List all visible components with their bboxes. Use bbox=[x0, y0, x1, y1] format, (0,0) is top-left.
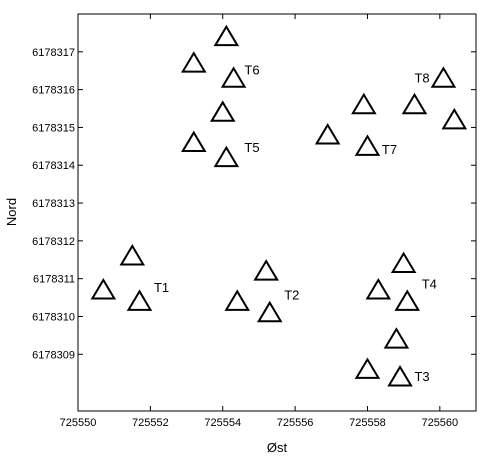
x-tick-label: 725550 bbox=[60, 417, 97, 429]
group-label: T5 bbox=[244, 140, 259, 155]
triangle-marker bbox=[401, 92, 428, 115]
triangle-marker bbox=[220, 66, 247, 88]
triangle-marker bbox=[383, 327, 410, 349]
y-axis-title: Nord bbox=[4, 198, 19, 226]
triangle-markers bbox=[90, 24, 468, 387]
y-tick-label: 6178313 bbox=[32, 198, 75, 210]
triangle-marker bbox=[209, 100, 236, 122]
triangle-marker bbox=[351, 92, 377, 115]
triangle-marker bbox=[90, 278, 117, 300]
group-label: T1 bbox=[154, 280, 169, 295]
triangle-marker bbox=[394, 289, 421, 311]
triangle-marker bbox=[119, 244, 146, 266]
x-tick-label: 725552 bbox=[132, 417, 169, 429]
plot-frame bbox=[77, 13, 477, 412]
triangle-marker bbox=[224, 289, 250, 311]
group-label: T6 bbox=[244, 63, 259, 78]
group-labels: T1 T2 T3 T4 T5 T6 T7 T8 bbox=[154, 63, 437, 384]
triangle-marker bbox=[430, 66, 457, 88]
x-tick-label: 725560 bbox=[421, 417, 458, 429]
group-label: T2 bbox=[284, 288, 299, 303]
y-tick-label: 6178310 bbox=[32, 311, 75, 323]
triangle-marker bbox=[365, 278, 392, 300]
triangle-marker bbox=[257, 300, 283, 323]
y-tick-label: 6178316 bbox=[32, 85, 75, 97]
y-tick-label: 6178312 bbox=[32, 236, 75, 248]
x-tick-label: 725554 bbox=[204, 417, 241, 429]
group-label: T8 bbox=[414, 70, 429, 85]
x-tick-label: 725558 bbox=[349, 417, 386, 429]
triangle-marker bbox=[314, 123, 341, 145]
triangle-marker bbox=[390, 251, 417, 274]
group-label: T7 bbox=[382, 142, 397, 157]
y-tick-label: 6178309 bbox=[32, 349, 75, 361]
triangle-marker bbox=[354, 134, 381, 156]
triangle-marker bbox=[181, 51, 207, 73]
group-label: T4 bbox=[422, 276, 437, 291]
triangle-marker bbox=[213, 145, 240, 168]
triangle-marker bbox=[213, 24, 240, 47]
x-tick-label: 725556 bbox=[277, 417, 314, 429]
triangle-marker bbox=[387, 365, 413, 387]
x-axis-title: Øst bbox=[267, 440, 288, 455]
triangle-marker bbox=[354, 357, 381, 379]
group-label: T3 bbox=[414, 369, 429, 384]
y-tick-label: 6178311 bbox=[33, 274, 75, 286]
y-tick-label: 6178314 bbox=[32, 160, 75, 172]
y-tick-label: 6178317 bbox=[32, 47, 75, 59]
axis-ticks: 725550 725552 725554 725556 725558 725560 6178… bbox=[32, 14, 476, 429]
triangle-marker bbox=[181, 130, 207, 153]
triangle-marker bbox=[126, 289, 153, 311]
triangle-marker bbox=[253, 259, 279, 281]
y-tick-label: 6178315 bbox=[32, 122, 75, 134]
triangle-marker bbox=[441, 107, 468, 130]
